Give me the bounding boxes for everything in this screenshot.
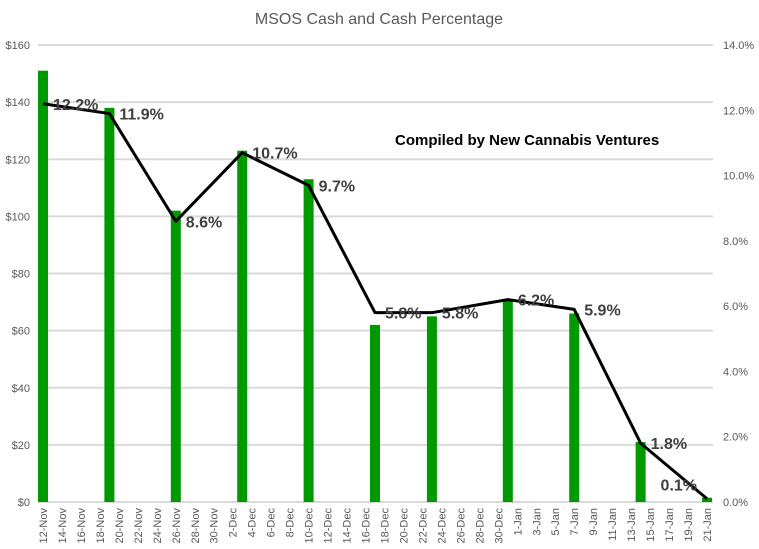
x-tick-label: 10-Dec: [304, 508, 316, 544]
data-label: 5.8%: [442, 306, 478, 323]
cash-bar: [702, 497, 713, 502]
y-left-tick-label: $120: [6, 154, 30, 166]
x-tick-label: 21-Jan: [702, 508, 714, 542]
y-left-tick-label: $0: [18, 497, 30, 509]
cash-bar: [38, 70, 48, 503]
data-label: 11.9%: [119, 107, 163, 124]
cash-bar: [370, 324, 381, 502]
data-label: 9.7%: [319, 178, 355, 195]
y-left-tick-label: $160: [6, 40, 30, 52]
cash-bar: [303, 179, 314, 502]
x-tick-label: 28-Nov: [190, 508, 202, 544]
x-tick-label: 13-Jan: [626, 508, 638, 542]
x-tick-label: 6-Dec: [266, 508, 278, 538]
x-tick-label: 20-Nov: [114, 508, 126, 544]
x-tick-label: 22-Nov: [133, 508, 145, 544]
y-left-tick-label: $40: [12, 383, 30, 395]
x-tick-label: 5-Jan: [550, 508, 562, 536]
x-tick-label: 11-Jan: [607, 508, 619, 541]
x-tick-label: 30-Dec: [493, 508, 505, 544]
x-tick-label: 26-Dec: [455, 508, 467, 544]
x-tick-label: 14-Nov: [57, 508, 69, 544]
x-tick-label: 14-Dec: [342, 508, 354, 544]
data-label: 12.2%: [53, 97, 98, 114]
x-tick-label: 9-Jan: [588, 508, 600, 536]
x-tick-label: 3-Jan: [531, 508, 543, 536]
y-left-tick-label: $100: [6, 211, 30, 223]
cash-bar: [502, 299, 513, 502]
x-tick-label: 1-Jan: [512, 508, 524, 536]
annotation: Compiled by New Cannabis Ventures: [395, 132, 659, 149]
cash-bar: [104, 107, 115, 503]
x-tick-label: 18-Dec: [379, 508, 391, 544]
data-label: 5.8%: [385, 306, 421, 323]
cash-bar: [170, 210, 181, 502]
y-right-tick-label: 6.0%: [723, 301, 748, 313]
cash-bar: [426, 316, 437, 502]
x-tick-label: 17-Jan: [664, 508, 676, 542]
data-label: 6.2%: [518, 293, 554, 310]
x-tick-label: 12-Dec: [323, 508, 335, 544]
cash-bar: [237, 150, 248, 502]
x-tick-label: 30-Nov: [209, 508, 221, 544]
y-left-tick-label: $60: [12, 326, 30, 338]
cash-percentage-line: [42, 102, 708, 500]
y-right-tick-label: 4.0%: [723, 366, 748, 378]
x-tick-label: 20-Dec: [398, 508, 410, 544]
y-right-tick-label: 12.0%: [723, 105, 754, 117]
y-right-tick-label: 10.0%: [723, 171, 754, 183]
x-tick-label: 2-Dec: [228, 508, 240, 538]
cash-bar: [569, 313, 580, 502]
x-tick-label: 4-Dec: [247, 508, 259, 538]
cash-bar: [635, 442, 646, 502]
data-label: 8.6%: [186, 214, 222, 231]
x-tick-label: 8-Dec: [285, 508, 297, 538]
y-right-tick-label: 8.0%: [723, 236, 748, 248]
y-right-tick-label: 14.0%: [723, 40, 754, 52]
y-left-tick-label: $140: [6, 97, 30, 109]
x-tick-label: 28-Dec: [474, 508, 486, 544]
x-tick-label: 24-Nov: [152, 508, 164, 544]
data-label: 5.9%: [584, 302, 620, 319]
chart-title: MSOS Cash and Cash Percentage: [255, 11, 503, 28]
y-left-tick-label: $80: [12, 269, 30, 281]
x-tick-label: 18-Nov: [95, 508, 107, 544]
x-tick-label: 22-Dec: [417, 508, 429, 544]
x-tick-label: 16-Nov: [76, 508, 88, 544]
x-tick-label: 7-Jan: [569, 508, 581, 536]
y-right-tick-label: 2.0%: [723, 432, 748, 444]
y-left-tick-label: $20: [12, 440, 30, 452]
x-tick-label: 12-Nov: [38, 508, 50, 544]
data-label: 1.8%: [651, 436, 687, 453]
x-tick-label: 15-Jan: [645, 508, 657, 542]
x-tick-label: 24-Dec: [436, 508, 448, 544]
data-label: 0.1%: [661, 478, 697, 495]
y-right-tick-label: 0.0%: [723, 497, 748, 509]
x-tick-label: 16-Dec: [361, 508, 373, 544]
data-label: 10.7%: [252, 146, 297, 163]
x-tick-label: 19-Jan: [683, 508, 695, 542]
x-tick-label: 26-Nov: [171, 508, 183, 544]
